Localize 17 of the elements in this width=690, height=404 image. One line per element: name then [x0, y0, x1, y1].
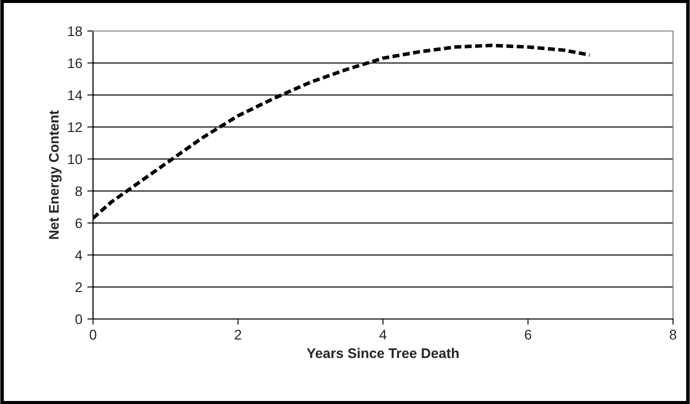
y-tick-label: 10 — [68, 154, 82, 164]
y-tick-label: 18 — [68, 26, 82, 36]
y-tick-label: 14 — [68, 90, 82, 100]
y-tick-label: 16 — [68, 58, 82, 68]
y-tick-label: 12 — [68, 122, 82, 132]
y-tick-label: 2 — [76, 282, 82, 292]
x-axis-title: Years Since Tree Death — [306, 348, 459, 358]
x-tick-label: 8 — [670, 330, 676, 340]
x-tick-label: 4 — [379, 330, 386, 340]
y-tick-label: 8 — [75, 186, 82, 196]
x-tick-label: 6 — [524, 330, 532, 340]
y-tick-label: 0 — [75, 314, 82, 324]
y-tick-label: 6 — [76, 218, 82, 228]
x-tick-label: 2 — [234, 330, 242, 340]
y-axis-title: Net Energy Content — [48, 110, 62, 239]
y-tick-label: 4 — [75, 250, 82, 260]
x-tick-label: 0 — [90, 330, 96, 340]
